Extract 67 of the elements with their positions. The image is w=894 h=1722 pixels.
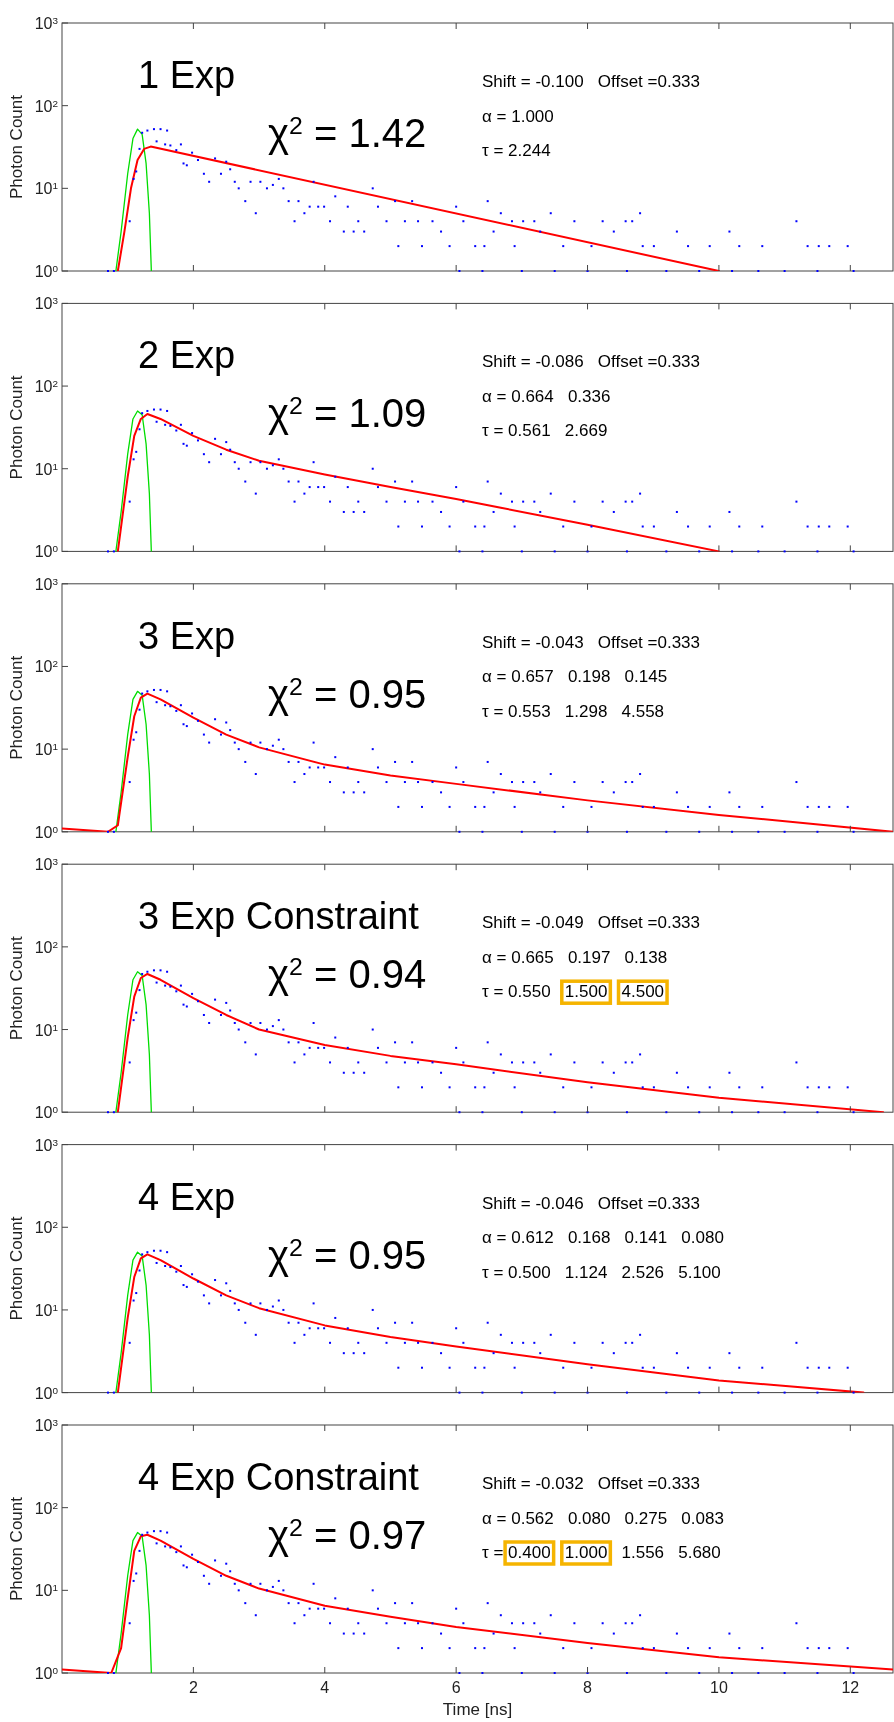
x-tick-label: 4: [320, 1679, 330, 1696]
y-axis-title: Photon Count: [7, 655, 26, 760]
y-tick-label: 10$^{2}$: [34, 657, 59, 676]
annotation: τ = 2.244: [482, 141, 551, 160]
annotation: τ = 0.500 1.124 2.526 5.100: [482, 1262, 721, 1282]
x-tick-label: 10: [710, 1679, 728, 1696]
text: 1 Exp: [138, 54, 236, 96]
x-tick-label: 8: [583, 1679, 593, 1696]
x-tick-label: 2: [188, 1679, 198, 1696]
annotation: χ$^{2}$ = 1.42: [268, 111, 427, 155]
y-tick-label: 10$^{0}$: [34, 262, 59, 280]
annotation: χ$^{2}$ = 0.97: [268, 1513, 427, 1557]
x-tick-label: 6: [451, 1679, 461, 1696]
text: 3 Exp: [138, 614, 236, 657]
annotation: Shift = -0.086 Offset =0.333: [482, 352, 700, 372]
annotation: χ$^{2}$ = 1.09: [268, 391, 427, 436]
text: 3 Exp Constraint: [138, 895, 420, 938]
y-axis-title: Photon Count: [7, 375, 26, 480]
y-tick-label: 10$^{0}$: [34, 823, 59, 841]
y-tick-label: 10$^{0}$: [34, 1384, 59, 1402]
annotation: Shift = -0.046 Offset =0.333: [482, 1193, 700, 1213]
y-tick-label: 10$^{1}$: [34, 740, 59, 759]
annotation: χ$^{2}$ = 0.95: [268, 671, 427, 716]
text: 4 Exp Constraint: [138, 1456, 420, 1498]
y-tick-label: 10$^{2}$: [34, 938, 59, 956]
y-axis-title: Photon Count: [7, 94, 26, 199]
x-axis-title: Time [ns]: [442, 1700, 513, 1719]
annotation: α = 0.657 0.198 0.145: [482, 667, 668, 687]
y-tick-label: 10$^{0}$: [34, 542, 59, 561]
y-tick-label: 10$^{2}$: [34, 1218, 59, 1237]
annotation: χ$^{2}$ = 0.95: [268, 1232, 427, 1277]
text: 2 Exp: [138, 334, 236, 377]
y-tick-label: 10$^{0}$: [34, 1664, 59, 1682]
y-axis-title: Photon Count: [7, 1216, 26, 1321]
y-tick-label: 10$^{2}$: [34, 97, 59, 115]
y-tick-label: 10$^{1}$: [34, 1301, 59, 1319]
x-tick-label: 12: [841, 1679, 860, 1696]
y-tick-label: 10$^{2}$: [34, 1499, 59, 1517]
annotation: Shift = -0.032 Offset =0.333: [482, 1474, 700, 1493]
y-axis-title: Photon Count: [7, 935, 26, 1041]
annotation: τ = 0.561 2.669: [482, 421, 608, 441]
y-tick-label: 10$^{1}$: [34, 1581, 59, 1600]
y-tick-label: 10$^{3}$: [34, 855, 59, 874]
y-tick-label: 10$^{1}$: [34, 1021, 59, 1039]
y-tick-label: 10$^{3}$: [34, 1136, 59, 1154]
y-tick-label: 10$^{3}$: [34, 294, 59, 313]
y-tick-label: 10$^{3}$: [34, 14, 59, 32]
y-axis-title: Photon Count: [7, 1496, 26, 1601]
y-tick-label: 10$^{1}$: [34, 460, 59, 478]
y-tick-label: 10$^{2}$: [34, 377, 59, 396]
y-tick-label: 10$^{3}$: [34, 1416, 59, 1434]
annotation: Shift = -0.043 Offset =0.333: [482, 632, 700, 652]
text: 4 Exp: [138, 1175, 236, 1218]
annotation: α = 0.612 0.168 0.141 0.080: [482, 1228, 724, 1248]
annotation: α = 0.664 0.336: [482, 386, 611, 406]
annotation: τ = 0.400 1.000 1.556 5.680: [482, 1543, 721, 1562]
y-tick-label: 10$^{0}$: [34, 1103, 59, 1122]
annotation: α = 0.665 0.197 0.138: [482, 947, 668, 967]
annotation: α = 0.562 0.080 0.275 0.083: [482, 1508, 724, 1528]
y-tick-label: 10$^{3}$: [34, 575, 59, 593]
annotation: χ$^{2}$ = 0.94: [268, 952, 427, 997]
annotation: α = 1.000: [482, 106, 554, 126]
annotation: Shift = -0.100 Offset =0.333: [482, 72, 700, 91]
annotation: τ = 0.553 1.298 4.558: [482, 701, 665, 721]
annotation: τ = 0.550 1.500 4.500: [482, 982, 665, 1002]
y-tick-label: 10$^{1}$: [34, 179, 59, 198]
annotation: Shift = -0.049 Offset =0.333: [482, 913, 700, 933]
